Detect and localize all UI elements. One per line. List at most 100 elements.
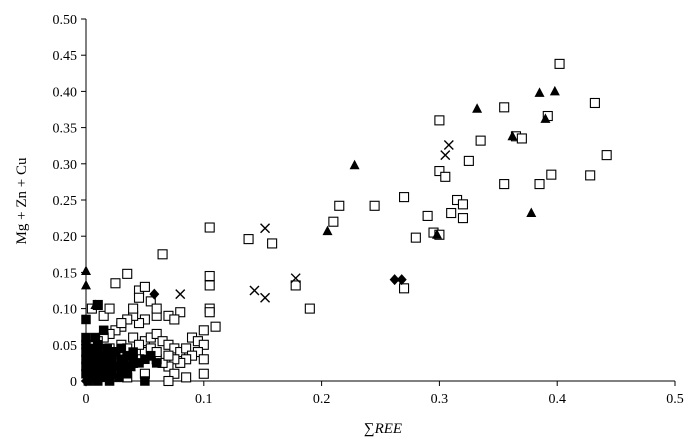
open-square-point xyxy=(98,310,109,321)
triangle-point xyxy=(432,229,443,239)
open-square-point xyxy=(499,102,510,113)
cross-point xyxy=(290,273,301,284)
open-square-point xyxy=(204,307,215,318)
y-tick-label: 0.20 xyxy=(53,230,78,245)
diamond-point xyxy=(149,288,160,300)
cross-stroke xyxy=(443,139,454,150)
cross-stroke xyxy=(175,289,186,300)
x-tick-label: 0.4 xyxy=(548,392,566,407)
cross-point xyxy=(260,292,271,303)
open-square-point xyxy=(128,332,139,343)
open-square-point xyxy=(410,232,421,243)
triangle-point xyxy=(349,159,360,170)
filled-square-point xyxy=(140,376,150,386)
filled-square-point xyxy=(81,314,91,325)
filled-square-point xyxy=(146,350,156,361)
open-square-point xyxy=(585,170,596,181)
x-tick-label: 0.3 xyxy=(431,392,449,407)
filled-square-point xyxy=(98,325,109,336)
open-square-point xyxy=(139,281,150,292)
x-tick-label: 0.1 xyxy=(195,392,213,407)
open-square-point xyxy=(198,354,209,365)
triangle-point xyxy=(472,103,483,113)
open-square-point xyxy=(151,303,162,314)
open-square-point xyxy=(163,350,174,361)
open-square-point xyxy=(198,325,209,336)
y-tick-label: 0.50 xyxy=(53,13,78,28)
open-square-point xyxy=(122,268,133,279)
open-square-point xyxy=(210,321,221,332)
cross-point xyxy=(249,285,260,296)
diamond-point xyxy=(389,274,400,286)
cross-stroke xyxy=(260,292,271,303)
y-tick-label: 0.10 xyxy=(53,303,78,318)
triangle-point xyxy=(322,225,333,236)
y-tick-label: 0.30 xyxy=(53,158,78,173)
triangle-point xyxy=(507,130,518,141)
triangle-point xyxy=(526,207,537,218)
open-square-point xyxy=(169,314,180,325)
y-tick-label: 0.35 xyxy=(53,122,78,137)
open-square-point xyxy=(369,200,380,211)
y-axis-title: Mg + Zn + Cu xyxy=(14,157,30,244)
open-square-point xyxy=(516,133,527,144)
open-square-point xyxy=(145,296,156,307)
open-square-point xyxy=(151,328,162,339)
open-square-point xyxy=(304,303,315,314)
open-square-point xyxy=(601,150,612,161)
open-square-point xyxy=(133,318,145,329)
open-square-point xyxy=(546,169,557,180)
open-square-point xyxy=(181,343,192,354)
cross-point xyxy=(440,150,451,161)
cross-point xyxy=(175,289,186,300)
open-square-point xyxy=(163,375,174,387)
open-square-point xyxy=(204,270,215,282)
open-square-point xyxy=(267,238,278,249)
open-square-point xyxy=(133,292,145,303)
open-square-point xyxy=(589,97,600,109)
open-square-point xyxy=(399,192,410,203)
open-square-point xyxy=(434,165,445,177)
open-square-point xyxy=(204,280,215,291)
open-square-point xyxy=(243,234,254,245)
triangle-point xyxy=(534,87,545,97)
y-tick-label: 0.45 xyxy=(53,49,78,64)
open-square-point xyxy=(110,278,121,289)
open-square-point xyxy=(334,200,345,211)
filled-square-point xyxy=(116,343,127,354)
triangle-point xyxy=(81,265,91,275)
triangle-point xyxy=(540,113,551,123)
open-square-point xyxy=(116,318,127,329)
cross-stroke xyxy=(290,273,301,284)
x-tick-label: 0.2 xyxy=(313,392,331,407)
open-square-point xyxy=(157,249,168,260)
open-square-point xyxy=(328,216,339,227)
diamond-point xyxy=(81,375,91,387)
open-square-point xyxy=(175,307,186,318)
open-square-point xyxy=(499,179,510,190)
cross-point xyxy=(260,223,271,234)
open-square-point xyxy=(290,280,301,291)
triangle-point xyxy=(81,279,91,290)
x-tick-label: 0.5 xyxy=(666,392,684,407)
cross-stroke xyxy=(440,150,451,161)
open-square-point xyxy=(169,368,180,379)
open-square-point xyxy=(422,210,433,221)
open-square-point xyxy=(198,368,209,379)
open-square-point xyxy=(475,135,486,146)
cross-stroke xyxy=(260,223,271,234)
open-square-point xyxy=(534,179,545,190)
open-square-point xyxy=(181,372,192,383)
data-points xyxy=(81,58,612,387)
y-tick-label: 0.25 xyxy=(53,194,78,209)
axes: 00.050.100.150.200.250.300.350.400.450.5… xyxy=(53,13,684,407)
open-square-point xyxy=(463,155,474,166)
y-tick-label: 0.15 xyxy=(53,266,78,281)
y-tick-label: 0 xyxy=(70,375,77,390)
open-square-point xyxy=(399,283,410,294)
open-square-point xyxy=(440,171,451,182)
x-axis-title: ∑REE xyxy=(364,421,402,437)
open-square-point xyxy=(434,115,445,126)
filled-square-point xyxy=(151,358,162,368)
